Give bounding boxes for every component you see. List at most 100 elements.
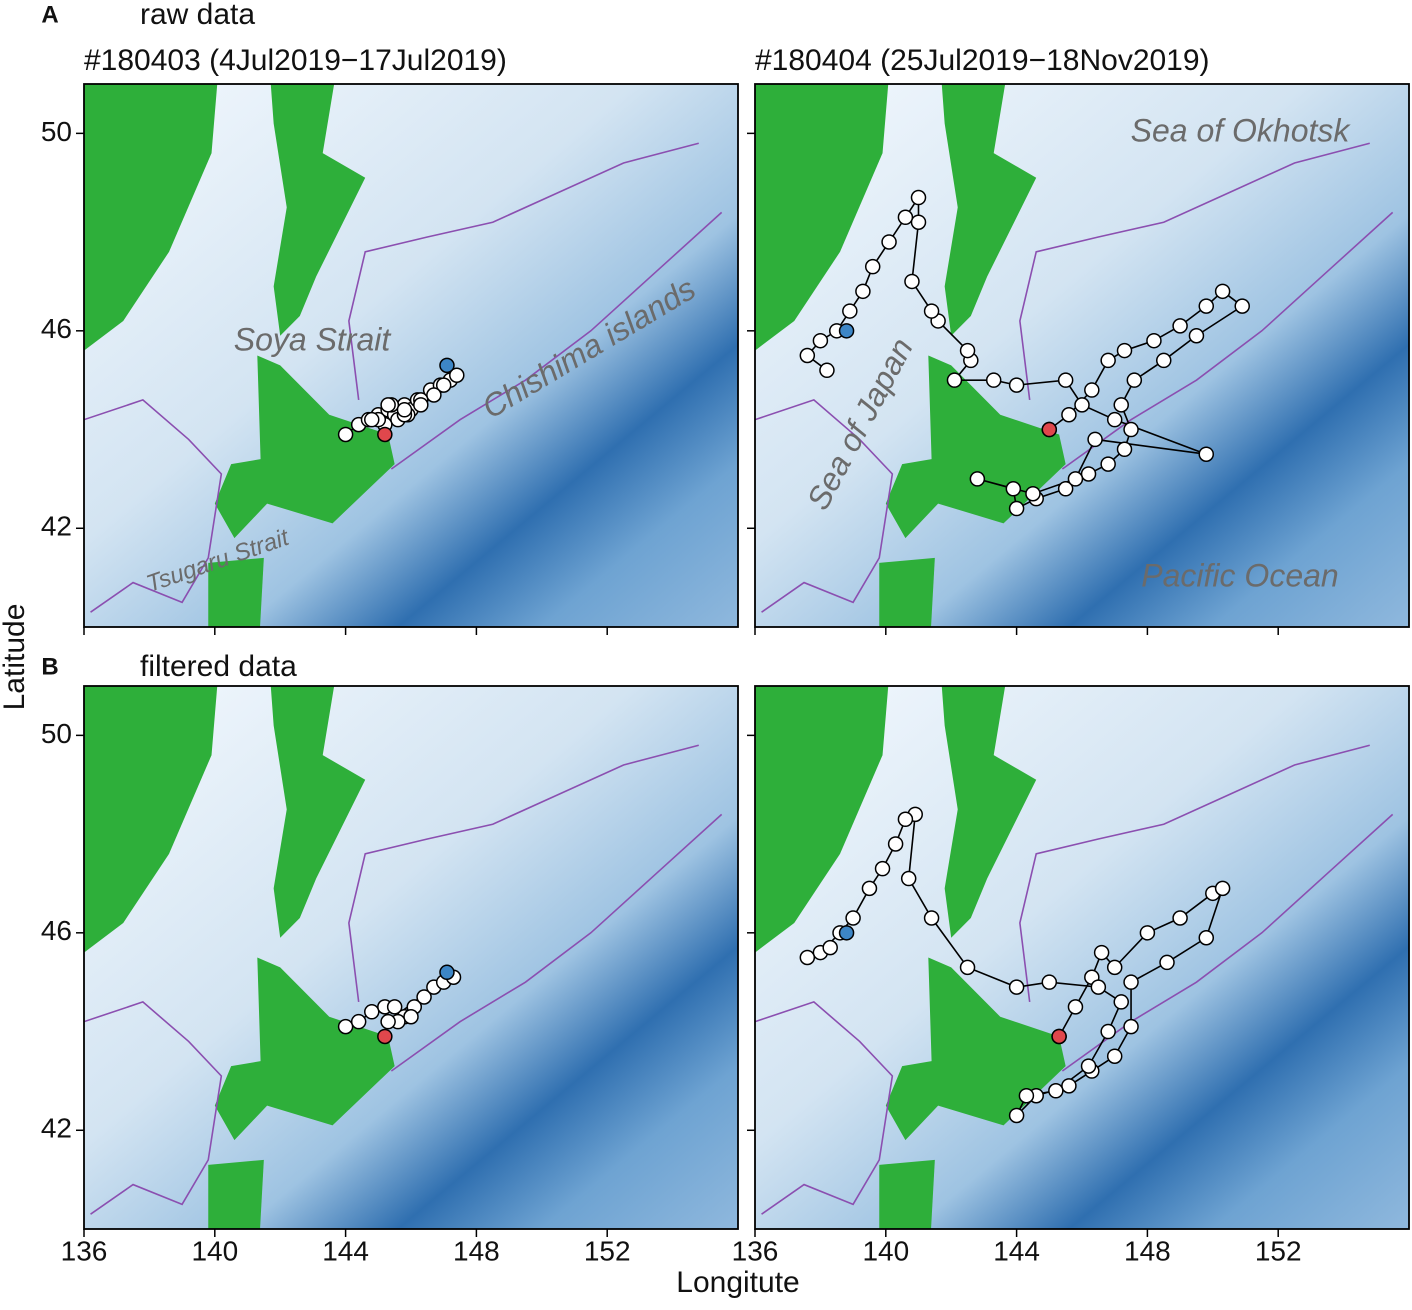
track-point	[1080, 466, 1097, 482]
track-point	[1116, 441, 1133, 458]
track-point	[985, 372, 1002, 388]
x-tick-label: 152	[584, 1235, 631, 1266]
track-point	[1172, 318, 1188, 334]
track-point	[799, 949, 816, 966]
x-tick-label: 140	[862, 1235, 909, 1266]
land	[84, 686, 218, 953]
track-point	[959, 959, 976, 976]
frame	[83, 685, 739, 1230]
track-point	[819, 362, 835, 379]
track-point	[1106, 959, 1123, 976]
panel-caption: raw data	[140, 0, 255, 31]
land	[885, 355, 1066, 539]
track-point	[897, 811, 914, 828]
track-point	[1172, 910, 1188, 926]
track-point	[910, 189, 927, 206]
depth-contour	[755, 142, 1394, 613]
track-point	[1113, 397, 1129, 413]
depth-contour	[755, 744, 1394, 1215]
track-point	[1008, 979, 1025, 995]
track-point	[946, 372, 963, 388]
panel-letter: B	[41, 653, 58, 680]
track-point	[1123, 421, 1139, 438]
y-axis-label: Latitude	[0, 604, 31, 711]
track-point	[1084, 382, 1100, 398]
y-tick-label: 46	[41, 313, 72, 344]
panel-letter: A	[41, 1, 58, 28]
track-point	[887, 836, 904, 852]
y-tick-label: 50	[41, 718, 72, 749]
track-point	[900, 870, 917, 887]
track-point	[1146, 332, 1162, 349]
track-point	[1048, 1083, 1064, 1099]
track-point	[439, 357, 455, 374]
map-panel: #180404 (25Jul2019−18Nov2019)	[747, 44, 1410, 635]
track-point	[842, 303, 858, 319]
track-point	[1057, 481, 1074, 497]
track-point	[1100, 456, 1116, 472]
track-point	[1051, 1028, 1067, 1045]
track-point	[377, 426, 393, 443]
track-point	[396, 402, 413, 418]
track-point	[1008, 377, 1025, 393]
track-point	[364, 1004, 380, 1020]
track-point	[1113, 994, 1129, 1010]
track-point	[1139, 925, 1156, 941]
track-point	[386, 999, 403, 1015]
track-point	[874, 860, 891, 877]
track-point	[449, 367, 465, 383]
x-tick-label: 144	[993, 1235, 1040, 1266]
track-point	[910, 214, 927, 230]
track-point	[799, 347, 816, 364]
track-point	[1018, 1087, 1035, 1104]
track-point	[1123, 974, 1139, 990]
track-point	[1041, 421, 1058, 438]
frame	[754, 685, 1410, 1230]
track-point	[403, 1008, 419, 1025]
y-tick-label: 46	[41, 915, 72, 946]
land	[941, 84, 1037, 336]
map-body	[755, 84, 1409, 627]
track-point	[897, 209, 914, 226]
track-point	[1025, 485, 1041, 502]
land	[84, 84, 218, 351]
track-point	[1234, 298, 1250, 314]
track-point	[1126, 372, 1143, 388]
track-point	[838, 323, 855, 339]
track-point	[969, 471, 986, 487]
track-point	[923, 303, 940, 319]
track-point	[812, 332, 829, 349]
land	[270, 686, 366, 938]
track-point	[1214, 880, 1231, 897]
panel-title: #180404 (25Jul2019−18Nov2019)	[755, 44, 1210, 77]
track-point	[881, 234, 897, 250]
track-point	[1116, 342, 1133, 359]
track-point	[1067, 471, 1084, 487]
x-tick-label: 144	[322, 1235, 369, 1266]
track-point	[1090, 979, 1107, 995]
track-point	[380, 397, 396, 413]
y-tick-label: 50	[41, 116, 72, 147]
depth-contour	[84, 142, 723, 613]
track-point	[1061, 1078, 1077, 1094]
panels: #180403 (4Jul2019−17Jul2019)424650#18040…	[41, 44, 1410, 1266]
x-tick-label: 152	[1255, 1235, 1302, 1266]
track-point	[822, 939, 838, 956]
track-point	[337, 426, 354, 443]
track-point	[426, 387, 442, 403]
land	[755, 84, 889, 351]
track-point	[1188, 328, 1205, 344]
track-point	[1106, 1048, 1123, 1064]
track-point	[377, 1028, 393, 1045]
map-body	[84, 84, 738, 627]
panel-title: #180403 (4Jul2019−17Jul2019)	[84, 44, 507, 77]
track-point	[416, 989, 432, 1005]
track-point	[1159, 954, 1175, 971]
land	[270, 84, 366, 336]
track-point	[1067, 999, 1084, 1015]
panel-caption: filtered data	[140, 650, 297, 683]
land	[208, 557, 264, 627]
track-point	[1100, 1023, 1116, 1040]
track-point	[1041, 974, 1058, 990]
